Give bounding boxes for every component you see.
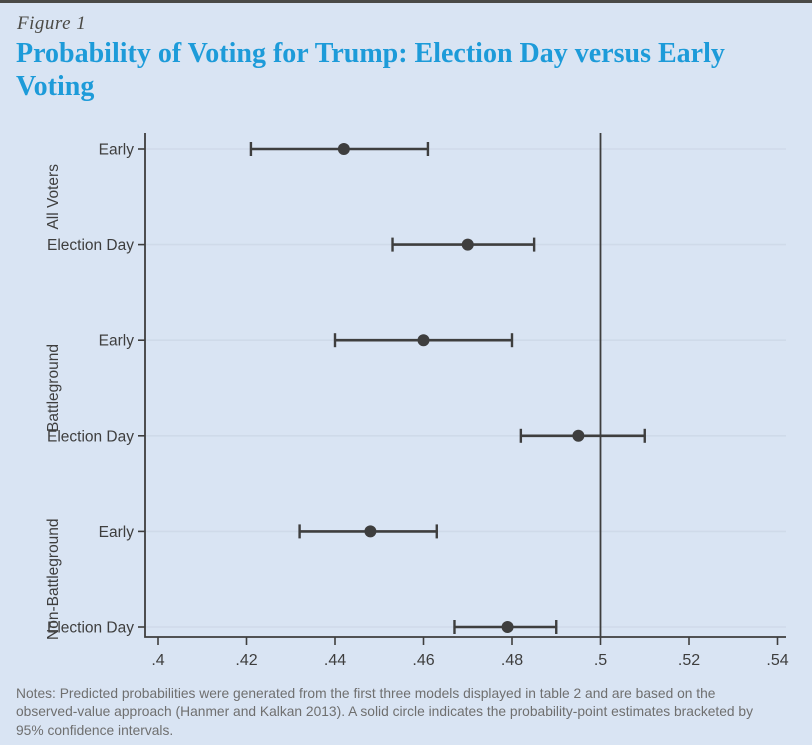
dot-whisker-chart: Early Election Day Early Election Day Early E… xyxy=(45,133,789,669)
x-tick-label: .48 xyxy=(501,652,523,669)
row-label: Early xyxy=(99,142,135,159)
chart-notes: Notes: Predicted probabilities were gene… xyxy=(16,686,754,738)
point-estimate xyxy=(461,238,474,251)
point-estimate xyxy=(417,334,430,347)
x-tick-label: .4 xyxy=(151,652,164,669)
figure-number-label: Figure 1 xyxy=(17,13,87,34)
x-tick-label: .46 xyxy=(412,652,434,669)
axis-lines xyxy=(144,133,786,638)
x-tick-label: .54 xyxy=(766,652,788,669)
x-tick-label: .5 xyxy=(594,652,607,669)
point-estimate xyxy=(337,143,350,155)
x-tick-label: .44 xyxy=(324,652,346,669)
group-label: Non-Battleground xyxy=(45,518,62,640)
row-label: Election Day xyxy=(47,620,134,637)
x-tick-label: .52 xyxy=(678,652,700,669)
row-label: Election Day xyxy=(47,237,134,254)
row-label: Early xyxy=(99,333,135,350)
point-estimate xyxy=(572,429,585,442)
x-tick-label: .42 xyxy=(235,652,257,669)
point-estimate xyxy=(501,621,514,633)
group-label: All Voters xyxy=(45,164,62,230)
group-label: Battleground xyxy=(45,344,62,432)
point-estimate xyxy=(364,525,377,538)
page-title: Probability of Voting for Trump: Electio… xyxy=(16,38,725,103)
row-label: Early xyxy=(99,524,135,541)
row-label: Election Day xyxy=(47,428,134,445)
